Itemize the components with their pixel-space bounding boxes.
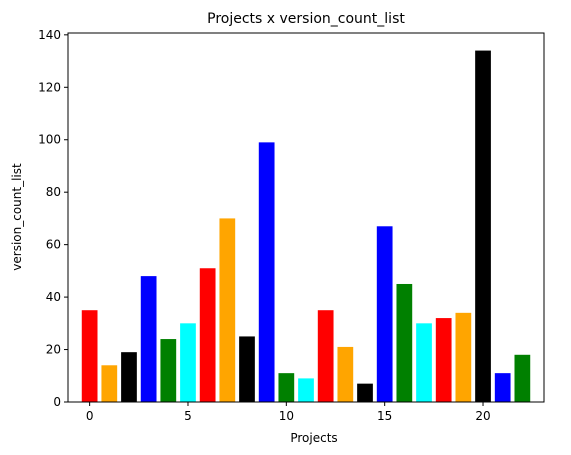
bar-11 bbox=[298, 378, 314, 402]
bar-0 bbox=[81, 310, 98, 402]
y-tick-label: 60 bbox=[46, 238, 61, 252]
y-tick-label: 100 bbox=[38, 133, 61, 147]
bar-4 bbox=[160, 339, 177, 402]
bar-13 bbox=[337, 346, 354, 402]
bar-22 bbox=[514, 354, 531, 402]
bar-2 bbox=[121, 352, 137, 402]
bar-21 bbox=[494, 373, 511, 402]
x-tick-label: 10 bbox=[279, 409, 294, 423]
bar-19 bbox=[455, 312, 472, 402]
y-tick-label: 120 bbox=[38, 80, 61, 94]
y-tick-label: 140 bbox=[38, 28, 61, 42]
y-axis-label: version_count_list bbox=[10, 163, 24, 271]
x-tick-label: 5 bbox=[184, 409, 192, 423]
y-axis-ticks: 0 20 40 60 80 100 120 140 bbox=[38, 28, 68, 409]
bar-6 bbox=[199, 268, 216, 402]
bar-series bbox=[81, 50, 531, 402]
x-tick-label: 0 bbox=[86, 409, 94, 423]
bar-9 bbox=[258, 142, 275, 402]
bar-3 bbox=[140, 276, 157, 402]
bar-16 bbox=[396, 283, 413, 402]
bar-1 bbox=[101, 365, 118, 402]
y-tick-label: 20 bbox=[46, 343, 61, 357]
plot-frame bbox=[67, 32, 545, 403]
chart-title: Projects x version_count_list bbox=[207, 11, 405, 27]
bar-12 bbox=[317, 310, 334, 402]
y-tick-label: 40 bbox=[46, 290, 61, 304]
x-tick-label: 15 bbox=[377, 409, 392, 423]
bar-8 bbox=[239, 336, 255, 402]
bar-20 bbox=[475, 50, 491, 402]
bar-15 bbox=[376, 226, 393, 402]
x-tick-label: 20 bbox=[475, 409, 490, 423]
bar-7 bbox=[219, 218, 236, 402]
bar-17 bbox=[416, 323, 432, 402]
x-axis-ticks: 0 5 10 15 20 bbox=[86, 402, 491, 423]
bar-14 bbox=[357, 383, 373, 402]
x-axis-label: Projects bbox=[290, 431, 337, 445]
bar-10 bbox=[278, 373, 295, 402]
y-tick-label: 0 bbox=[53, 395, 61, 409]
bar-5 bbox=[180, 323, 196, 402]
bar-18 bbox=[435, 318, 452, 402]
y-tick-label: 80 bbox=[46, 185, 61, 199]
